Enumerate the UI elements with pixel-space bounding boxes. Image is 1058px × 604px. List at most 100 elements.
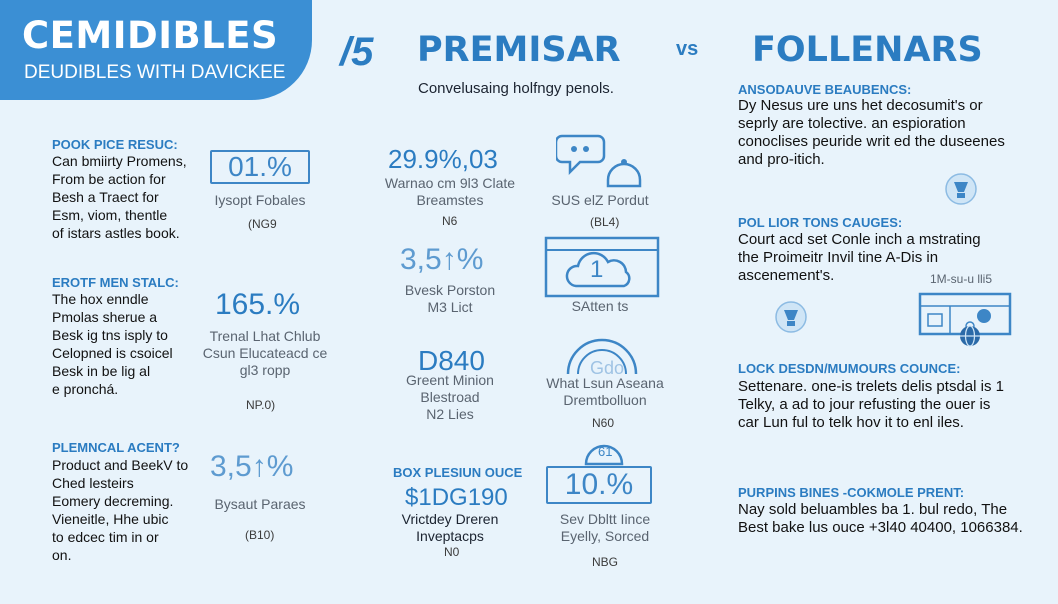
gauge-icon: [562, 330, 642, 376]
left-section-3-heading: PLEMNCAL ACENT?: [52, 440, 180, 455]
text-line: Celopned is csoicel: [52, 345, 173, 361]
stat-code-3: (B10): [245, 528, 275, 542]
stat-caption-5: Bvesk Porston M3 Lict: [380, 282, 520, 316]
caption-line: Csun Elucateacd ce: [202, 345, 328, 361]
text-line: Ched lesteirs: [52, 475, 134, 491]
stat-value-4: 29.9%,03: [388, 144, 498, 174]
badge-value: 61: [598, 444, 613, 459]
caption-line: Eyelly, Sorced: [560, 528, 650, 544]
text-line: and pro-itich.: [738, 151, 825, 168]
right-section-4-heading: PURPINS BINES -COKMOLE PRENT:: [738, 485, 965, 500]
text-line: seprly are tolective. an espioration: [738, 115, 966, 132]
cloud-window-icon: [544, 236, 660, 300]
stat-code-4: N6: [442, 214, 458, 228]
caption-line: Greent Minion: [406, 372, 494, 388]
banner-subtitle: DEUDIBLES WITH DAVICKEE: [24, 62, 286, 83]
text-line: Can bmiirty Promens,: [52, 153, 187, 169]
banner-title: CEMIDIBLES: [22, 14, 279, 57]
right-section-3-heading: LOCK DESDN/MUMOURS COUNCE:: [738, 361, 961, 376]
right-title: FOLLENARS: [752, 30, 983, 70]
stat-code-7: N0: [444, 545, 460, 559]
stat-box-1: 01.%: [210, 150, 310, 184]
stat-code-2: NP.0): [246, 398, 276, 412]
text-line: Telky, a ad to jour refusting the ouer i…: [738, 396, 991, 413]
caption-line: Sev Dbltt Iince: [559, 511, 651, 527]
stat-box-2: 10.%: [546, 466, 652, 504]
stat-caption-6: Greent Minion Blestroad N2 Lies: [380, 372, 520, 423]
caption-line: gl3 ropp: [239, 362, 291, 378]
stat-caption: Iysopt Fobales: [214, 192, 306, 208]
lightbulb-icon: [944, 172, 978, 206]
left-section-3-text: Product and BeekV to Ched lesteirs Eomer…: [52, 456, 188, 564]
text-line: Court acd set Conle inch a mstrating: [738, 231, 981, 248]
left-section-1-heading: POOK PICE RESUC:: [52, 137, 178, 152]
stat-value-2: 165.%: [215, 288, 301, 321]
globe-icon: [958, 324, 982, 348]
text-line: Besk in be lig al: [52, 363, 151, 379]
right-section-1-heading: ANSODAUVE BEAUBENCS:: [738, 82, 912, 97]
stat-value: 10.%: [564, 468, 634, 501]
text-line: Pmolas sherue a: [52, 309, 158, 325]
caption-line: N2 Lies: [426, 406, 474, 422]
text-line: to edcec tim in or: [52, 529, 159, 545]
left-title: PREMISAR: [417, 30, 621, 70]
stat-caption-4: Warnao cm 9l3 Clate Breamstes: [375, 175, 525, 209]
left-section-1-text: Can bmiirty Promens, From be action for …: [52, 152, 187, 242]
title-banner: [0, 0, 312, 100]
caption-line: Bvesk Porston: [404, 282, 496, 298]
right-section-2-heading: POL LIOR TONS CAUGES:: [738, 215, 903, 230]
text-line: conoclises peuride writ ed the duseenes: [738, 133, 1005, 150]
stat-code-11: NBG: [592, 555, 619, 569]
stat-code: (NG9: [248, 217, 277, 231]
stat-caption-2: Trenal Lhat Chlub Csun Elucateacd ce gl3…: [195, 328, 335, 379]
vs-label: vs: [676, 38, 699, 60]
stat-caption-8: SUS elZ Pordut: [551, 192, 649, 208]
stat-code-8: (BL4): [590, 215, 620, 229]
right-section-3-text: Settenare. one-is trelets delis ptsdal i…: [738, 378, 1004, 432]
cloud-value: 1: [590, 256, 604, 283]
stat-value: 01.%: [228, 151, 292, 182]
stat-caption-3: Bysaut Paraes: [214, 496, 306, 512]
text-line: Nay sold beluambles ba 1. bul redo, The: [738, 501, 1008, 518]
left-section-2-text: The hox enndle Pmolas sherue a Besk ig t…: [52, 290, 173, 398]
stat-value-7: $1DG190: [405, 484, 508, 511]
lightbulb-icon: [774, 300, 808, 334]
text-line: Product and BeekV to: [52, 457, 189, 473]
text-line: of istars astles book.: [52, 225, 180, 241]
stat-caption-11: Sev Dbltt Iince Eyelly, Sorced: [535, 511, 675, 545]
stat-value-5: 3,5↑%: [400, 243, 484, 276]
right-section-2-text: Court acd set Conle inch a mstrating the…: [738, 231, 981, 285]
text-line: From be action for: [52, 171, 166, 187]
caption-line: Breamstes: [416, 192, 484, 208]
text-line: Best bake lus ouce +3l40 40400, 1066384.: [738, 519, 1023, 536]
text-line: The hox enndle: [52, 291, 149, 307]
text-line: on.: [52, 547, 72, 563]
caption-line: M3 Lict: [427, 299, 473, 315]
text-line: e pronchá.: [52, 381, 119, 397]
text-line: Vieneitle, Hhe ubic: [52, 511, 169, 527]
stat-code-10: N60: [592, 416, 615, 430]
text-line: ascenement's.: [738, 267, 835, 284]
caption-line: Trenal Lhat Chlub: [209, 328, 321, 344]
text-line: Eomery decreming.: [52, 493, 174, 509]
small-label: 1M-su-u lli5: [930, 272, 993, 286]
bell-icon: [582, 436, 626, 466]
stat-caption-7: Vrictdey Dreren Inveptacps: [380, 511, 520, 545]
caption-line: Blestroad: [420, 389, 480, 405]
left-section-2-heading: EROTF MEN STALC:: [52, 275, 179, 290]
caption-line: What Lsun Aseana: [546, 375, 664, 391]
stat-value-6: D840: [418, 345, 485, 376]
gauge-value: Gdo: [590, 358, 625, 378]
text-line: Dy Nesus ure uns het decosumit's or: [738, 97, 983, 114]
subtitle: Convelusaing holfngy penols.: [418, 80, 614, 97]
text-line: Besk ig tns isply to: [52, 327, 168, 343]
box-heading: BOX PLESIUN OUCE: [393, 465, 523, 480]
caption-line: Inveptacps: [416, 528, 484, 544]
stat-caption-9: SAtten ts: [571, 298, 629, 314]
text-line: Esm, viom, thentle: [52, 207, 168, 223]
stat-caption-10: What Lsun Aseana Dremtbolluon: [535, 375, 675, 409]
speech-bubble-icon: [556, 128, 646, 190]
caption-line: Warnao cm 9l3 Clate: [384, 175, 516, 191]
stat-value-3: 3,5↑%: [210, 450, 294, 483]
right-section-4-text: Nay sold beluambles ba 1. bul redo, The …: [738, 501, 1023, 537]
